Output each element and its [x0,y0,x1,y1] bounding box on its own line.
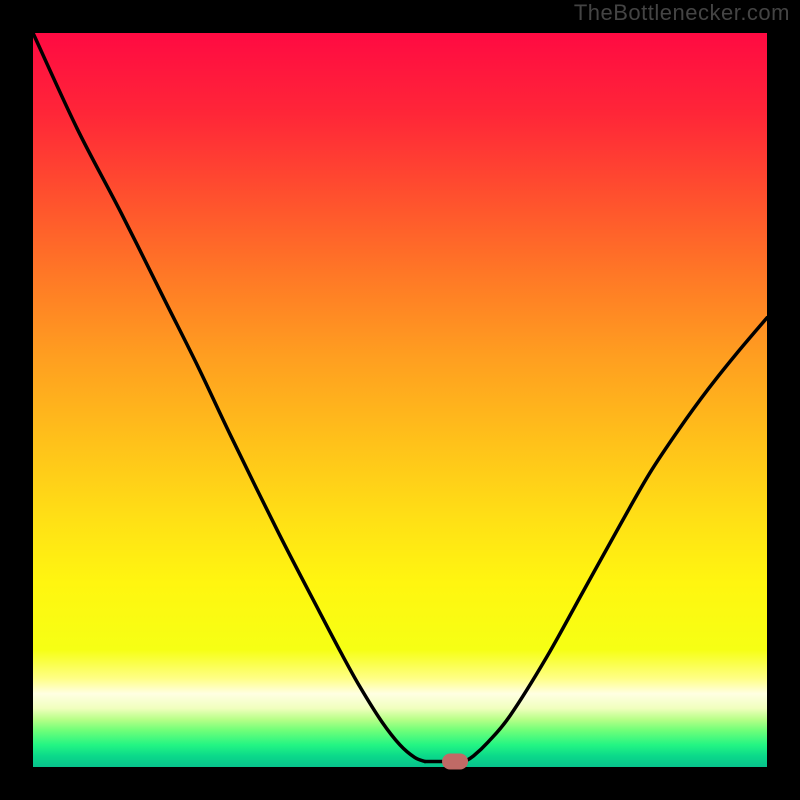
watermark-text: TheBottlenecker.com [574,0,790,26]
optimal-point-marker [442,754,468,770]
chart-container: TheBottlenecker.com [0,0,800,800]
plot-area [33,33,767,767]
bottleneck-chart [0,0,800,800]
